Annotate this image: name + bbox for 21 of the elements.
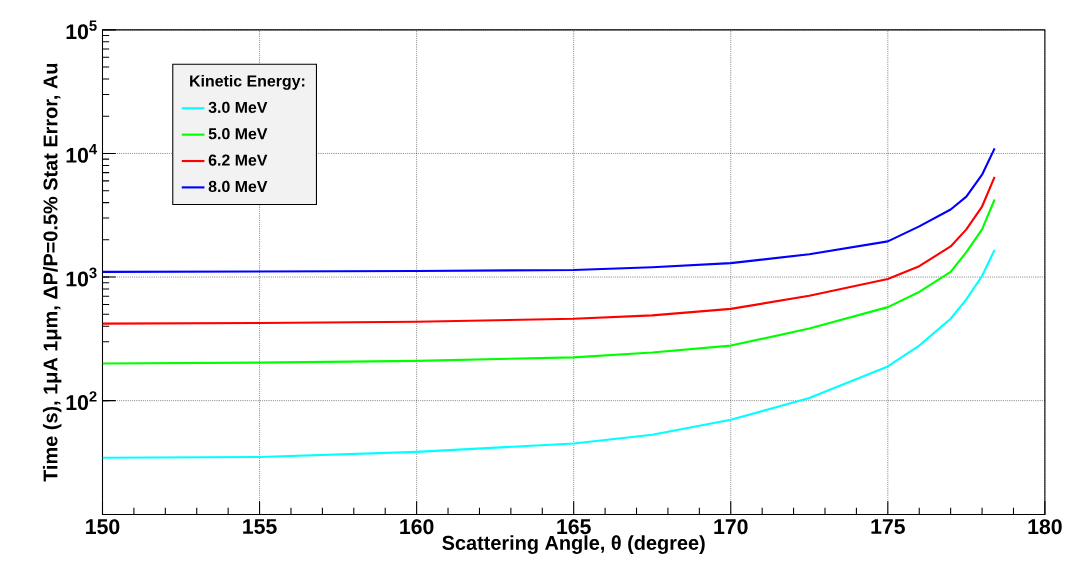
y-tick-label: 10$^{3}$ [66,267,97,287]
x-tick-label: 170 [714,519,748,535]
x-tick-label: 175 [871,519,905,534]
x-tick-label: 180 [1028,519,1062,535]
line-series [102,198,996,365]
y-axis-title: Time (s), 1μA 1μm, ΔP/P=0.5% Stat Error, Au [42,63,62,482]
y-tick-label: 10$^{4}$ [66,144,98,163]
x-tick-label: 165 [557,519,591,535]
x-tick-label: 155 [243,519,277,534]
legend-title: Kinetic Energy: [190,74,305,90]
y-tick-label: 10$^{2}$ [66,391,97,411]
legend-label: 6.2 MeV [208,154,268,166]
legend-label: 3.0 MeV [208,101,268,113]
legend-label: 5.0 MeV [208,128,268,140]
x-axis-title: Scattering Angle, θ (degree) [442,535,705,554]
x-tick-label: 160 [400,519,434,535]
legend-label: 8.0 MeV [208,180,268,193]
x-tick-label: 150 [86,519,120,535]
line-series [102,175,996,325]
y-tick-label: 10$^{5}$ [66,20,97,40]
line-series [102,248,996,459]
